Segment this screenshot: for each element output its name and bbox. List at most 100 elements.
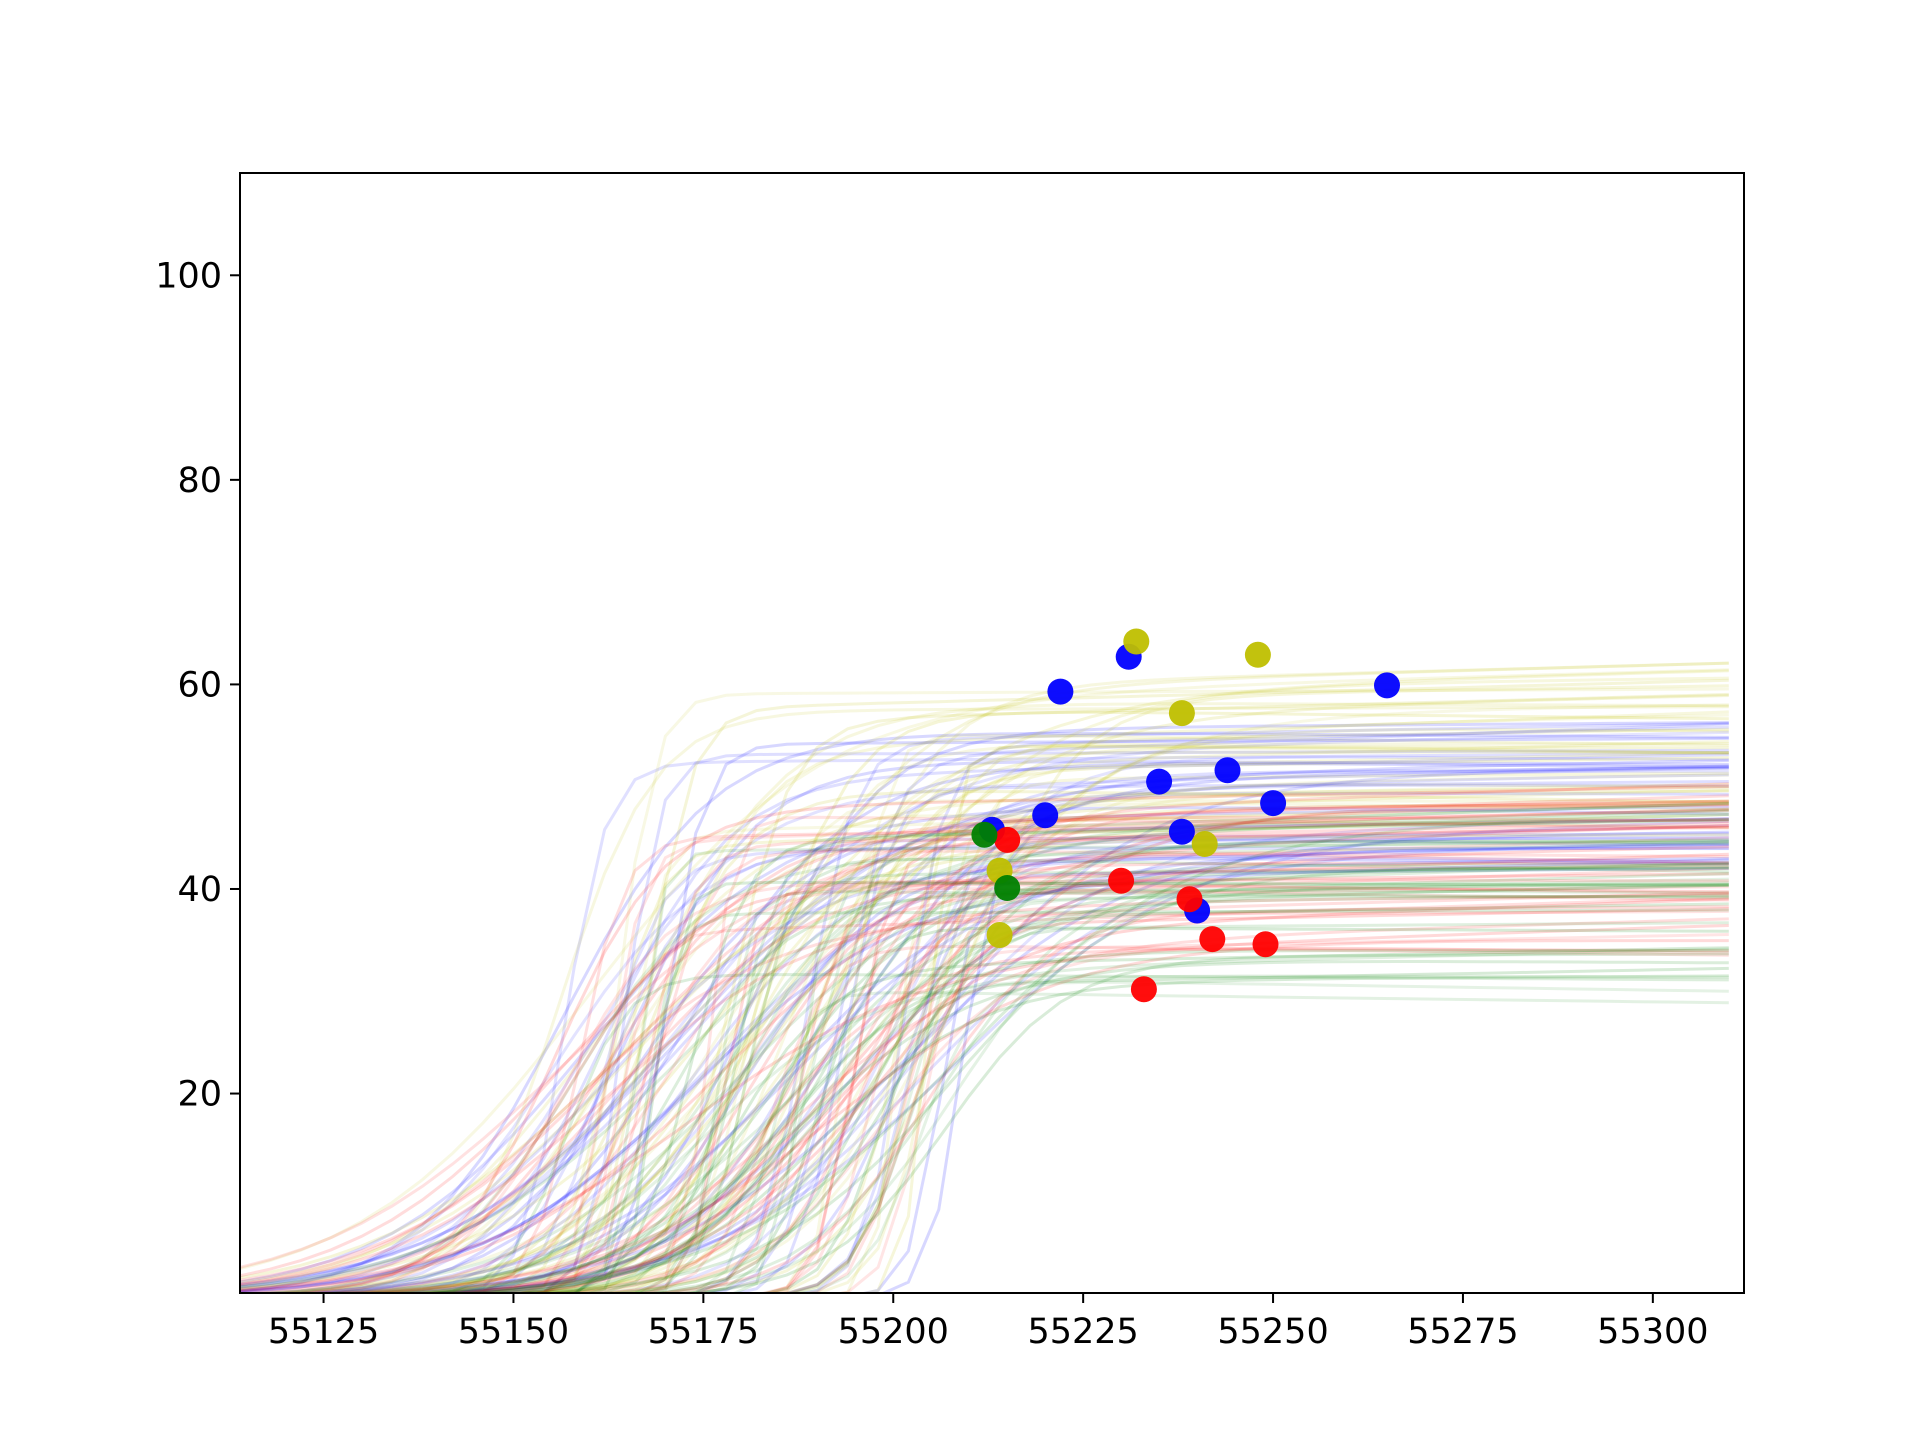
model-curve (689, 872, 1729, 1293)
model-curve (410, 895, 1729, 1293)
model-curve (295, 854, 1729, 1293)
x-axis: 55125 55150 55175 55200 55225 55250 55275 55300 (268, 1293, 1709, 1352)
model-curve (668, 952, 1729, 1293)
model-curve (352, 661, 1729, 1293)
model-curve (640, 852, 1729, 1293)
model-curve (681, 991, 1729, 1293)
model-curve (541, 839, 1729, 1293)
model-curve (528, 678, 1729, 1293)
y-axis: 20 40 60 80 100 (155, 256, 240, 1115)
y-tick-label: 40 (177, 870, 222, 910)
model-curve (240, 858, 1729, 1293)
model-curve (762, 733, 1729, 1293)
x-tick-label: 55300 (1597, 1312, 1708, 1352)
model-curve (410, 862, 1729, 1293)
model-curve (327, 917, 1729, 1293)
model-curve (428, 764, 1729, 1293)
model-curve (333, 676, 1729, 1293)
x-tick-label: 55200 (838, 1312, 949, 1352)
model-curve (522, 710, 1729, 1293)
model-curve (303, 939, 1729, 1293)
model-curve (413, 857, 1729, 1293)
model-curve (429, 973, 1729, 1293)
model-curve (400, 881, 1729, 1293)
model-curve (511, 946, 1729, 1293)
model-curve (440, 949, 1729, 1293)
model-curve (268, 883, 1729, 1293)
model-curve (400, 840, 1729, 1293)
model-curve (511, 809, 1729, 1293)
model-curve (530, 748, 1729, 1293)
model-curve (860, 744, 1729, 1293)
model-curve (240, 802, 1729, 1289)
model-curve (580, 755, 1729, 1293)
model-curve (636, 877, 1729, 1293)
model-curve (774, 921, 1729, 1293)
model-curve (389, 872, 1729, 1293)
model-curve (584, 783, 1729, 1293)
model-curve (363, 960, 1729, 1293)
model-curve (683, 721, 1729, 1293)
model-curve (240, 731, 1729, 1293)
data-point (1168, 700, 1195, 727)
model-curve (336, 846, 1729, 1293)
model-curve (240, 891, 1729, 1286)
model-curve (471, 866, 1729, 1293)
model-curve (609, 799, 1729, 1293)
model-curve (240, 785, 1729, 1288)
y-tick-label: 100 (155, 256, 222, 296)
model-curve (768, 885, 1729, 1293)
model-curve (517, 742, 1729, 1293)
model-curve (759, 966, 1729, 1293)
model-curve (240, 818, 1729, 1280)
model-curve (305, 856, 1729, 1293)
y-tick-label: 60 (177, 665, 222, 705)
model-curve (497, 888, 1729, 1293)
data-point (1252, 931, 1279, 958)
model-curve (240, 833, 1729, 1291)
x-tick-label: 55150 (458, 1312, 569, 1352)
model-curve (569, 908, 1729, 1293)
model-curve (407, 799, 1729, 1293)
model-curve (240, 669, 1729, 1290)
model-curve (784, 883, 1729, 1293)
model-curve (541, 782, 1729, 1293)
model-curve (284, 785, 1729, 1293)
model-curve (800, 909, 1729, 1293)
data-point (994, 875, 1021, 901)
model-curve (384, 846, 1729, 1293)
model-curve (364, 819, 1729, 1293)
model-curve (792, 980, 1729, 1293)
model-curve (432, 816, 1729, 1293)
model-curve (585, 713, 1729, 1293)
plot-frame (239, 172, 1745, 1294)
model-curve (880, 817, 1729, 1293)
model-curve (456, 751, 1729, 1293)
model-curve (833, 933, 1729, 1293)
data-point (986, 922, 1013, 948)
model-curve (240, 893, 1729, 1287)
model-curve (642, 902, 1729, 1293)
model-curve (240, 864, 1729, 1293)
model-curve (351, 802, 1729, 1293)
data-point (1168, 818, 1195, 845)
data-points (971, 628, 1400, 1003)
model-curve (584, 880, 1729, 1293)
model-curve (398, 845, 1729, 1293)
model-curve (536, 727, 1729, 1293)
model-curve (581, 756, 1729, 1293)
model-curve (261, 702, 1729, 1293)
model-curve (589, 865, 1729, 1293)
model-curve (526, 803, 1729, 1293)
model-curve (563, 736, 1729, 1293)
data-point (1260, 790, 1287, 817)
model-curve (240, 668, 1729, 1271)
y-tick-label: 20 (177, 1075, 222, 1115)
model-curve (554, 878, 1729, 1293)
model-curve (240, 730, 1729, 1290)
model-curve (240, 924, 1729, 1291)
model-curve (465, 974, 1729, 1293)
model-curve (671, 684, 1729, 1293)
model-curve (375, 703, 1729, 1293)
